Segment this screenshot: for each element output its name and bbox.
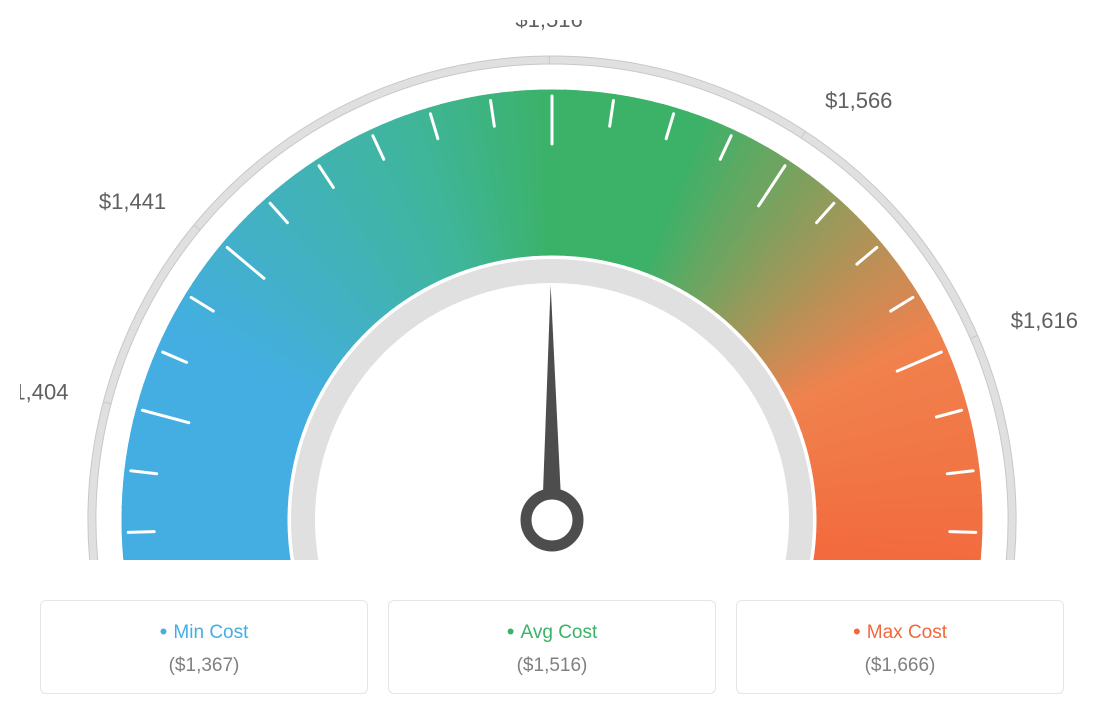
svg-text:$1,516: $1,516	[515, 20, 582, 32]
svg-text:$1,404: $1,404	[20, 380, 68, 405]
gauge-svg-wrap: $1,367$1,404$1,441$1,516$1,566$1,616$1,6…	[20, 20, 1084, 560]
svg-text:$1,616: $1,616	[1011, 308, 1078, 333]
svg-text:$1,441: $1,441	[99, 189, 166, 214]
cost-gauge-chart: $1,367$1,404$1,441$1,516$1,566$1,616$1,6…	[20, 20, 1084, 694]
legend-label-avg: Avg Cost	[389, 619, 715, 645]
legend-value-avg: ($1,516)	[389, 655, 715, 677]
legend-row: Min Cost ($1,367) Avg Cost ($1,516) Max …	[20, 600, 1084, 694]
legend-label-max: Max Cost	[737, 619, 1063, 645]
legend-value-max: ($1,666)	[737, 655, 1063, 677]
legend-card-min: Min Cost ($1,367)	[40, 600, 368, 694]
legend-value-min: ($1,367)	[41, 655, 367, 677]
legend-label-min: Min Cost	[41, 619, 367, 645]
legend-card-max: Max Cost ($1,666)	[736, 600, 1064, 694]
gauge-svg: $1,367$1,404$1,441$1,516$1,566$1,616$1,6…	[20, 20, 1084, 560]
legend-card-avg: Avg Cost ($1,516)	[388, 600, 716, 694]
svg-text:$1,566: $1,566	[825, 88, 892, 113]
